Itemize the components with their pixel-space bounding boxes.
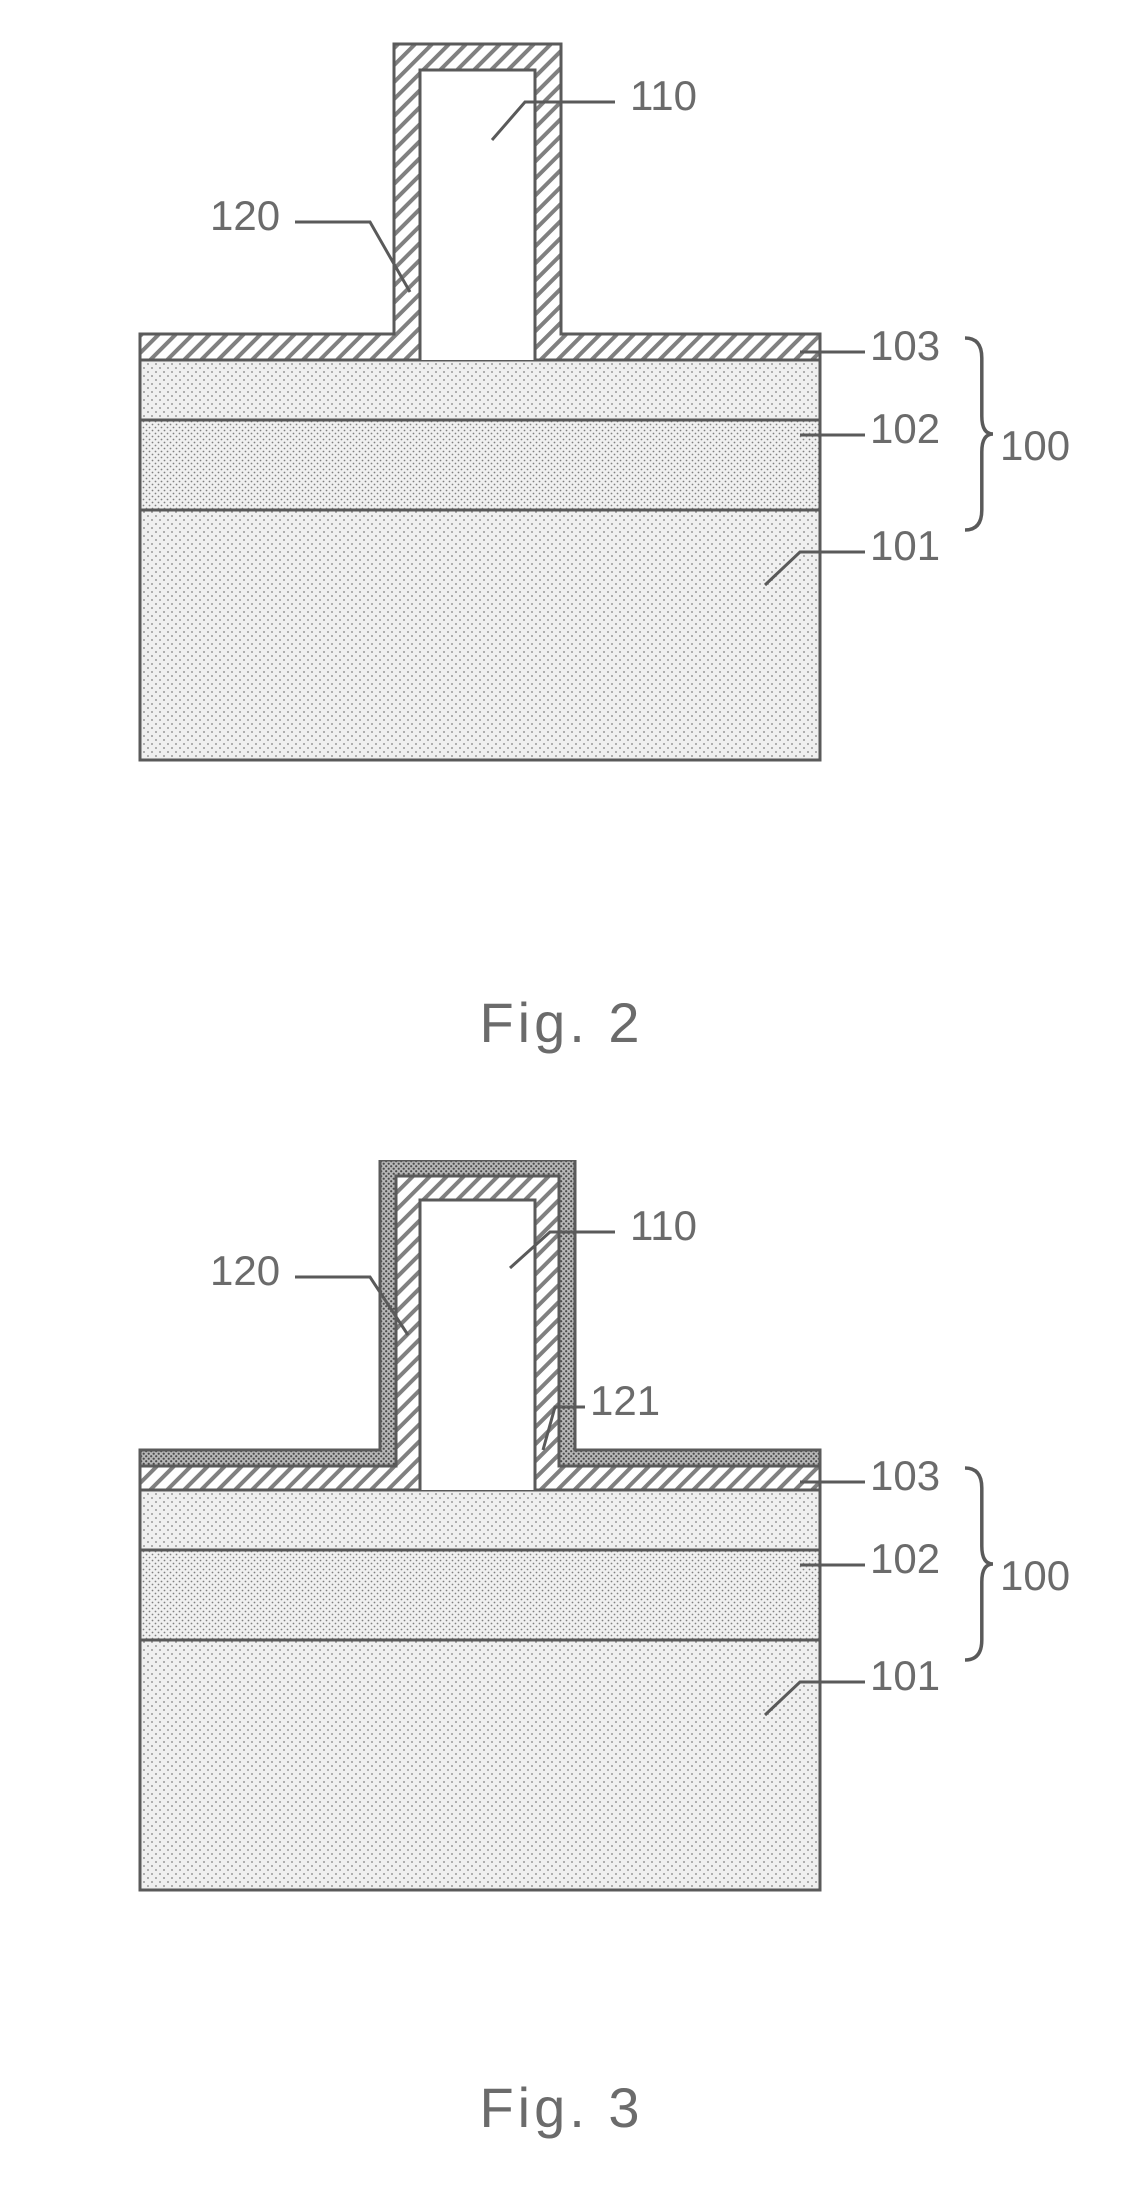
- label-120: 120: [210, 192, 280, 239]
- label-103: 103: [870, 1452, 940, 1499]
- layer-101: [140, 510, 820, 760]
- fig2-caption: Fig. 2: [0, 990, 1123, 1055]
- layer-101: [140, 1640, 820, 1890]
- label-120: 120: [210, 1247, 280, 1294]
- layer-103: [140, 1490, 820, 1550]
- label-102: 102: [870, 405, 940, 452]
- fig3-caption: Fig. 3: [0, 2075, 1123, 2140]
- label-100: 100: [1000, 422, 1070, 469]
- label-101: 101: [870, 1652, 940, 1699]
- brace: [965, 1468, 993, 1660]
- layer-102: [140, 420, 820, 510]
- fin-110: [426, 76, 529, 360]
- brace: [965, 338, 993, 530]
- layer-102: [140, 1550, 820, 1640]
- label-101: 101: [870, 522, 940, 569]
- layer-103: [140, 360, 820, 420]
- label-110: 110: [630, 72, 697, 119]
- fin-110: [426, 1206, 529, 1490]
- label-102: 102: [870, 1535, 940, 1582]
- fig2-diagram: 110 120 103 102 101 100: [70, 30, 1070, 790]
- label-110: 110: [630, 1202, 697, 1249]
- fig3-diagram: 110 120 121 103 102 101 100: [70, 1160, 1070, 1920]
- label-103: 103: [870, 322, 940, 369]
- label-121: 121: [590, 1377, 660, 1424]
- label-100: 100: [1000, 1552, 1070, 1599]
